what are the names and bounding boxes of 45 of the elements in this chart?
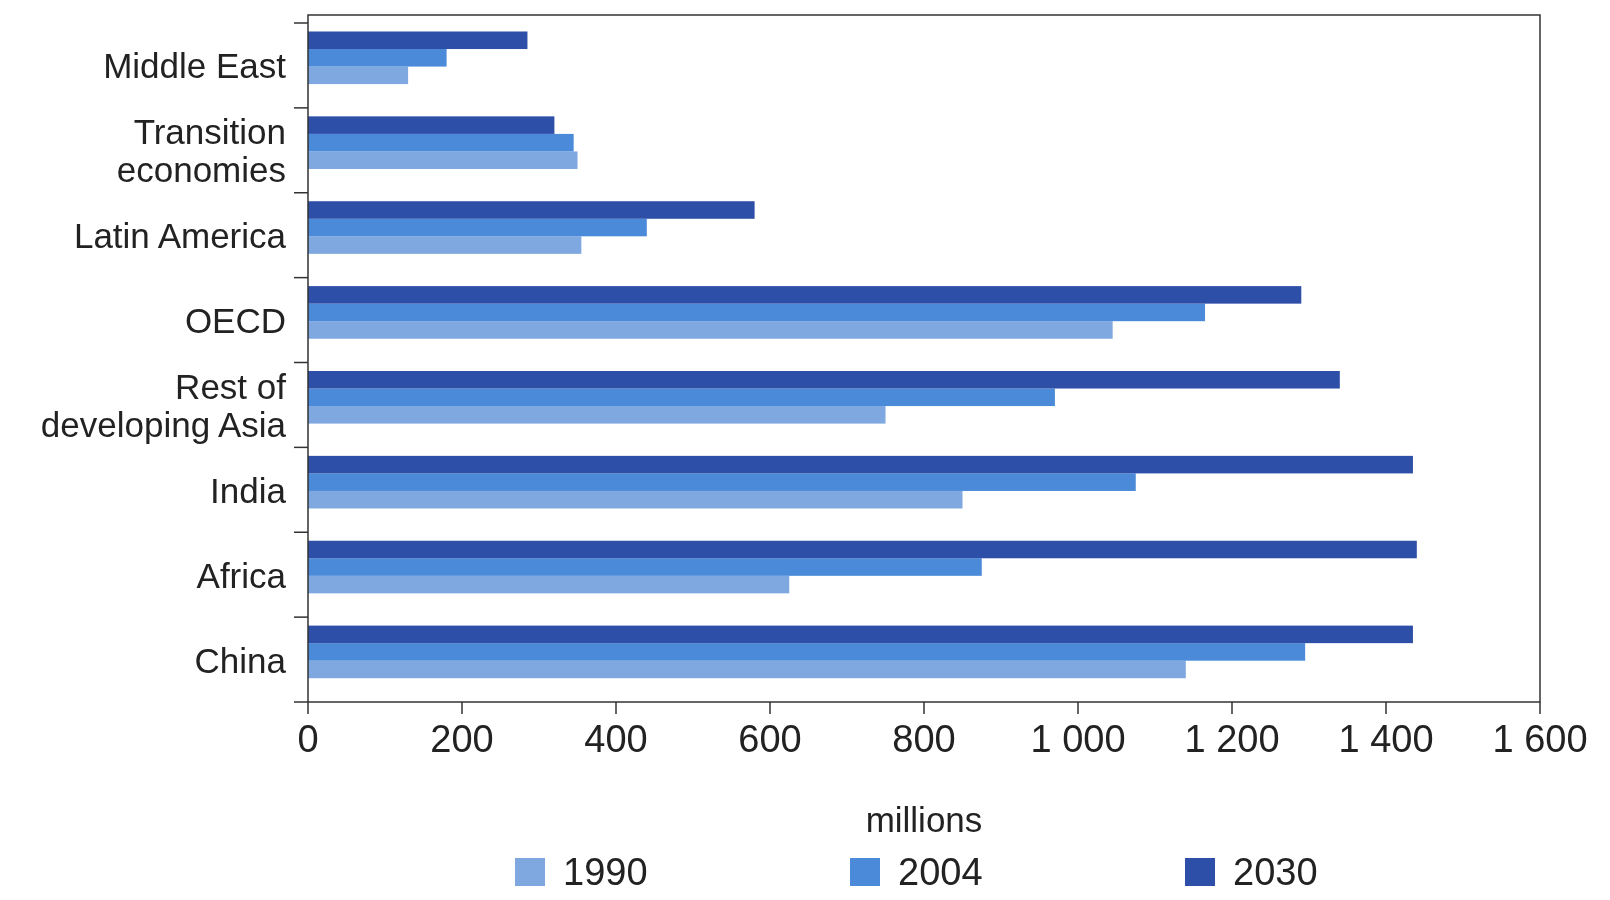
bar xyxy=(308,236,582,254)
y-tick-label: China xyxy=(194,640,287,680)
bar xyxy=(308,31,528,50)
bar xyxy=(308,660,1186,679)
x-tick-label: 600 xyxy=(738,718,802,760)
x-tick-label: 0 xyxy=(297,718,319,760)
bar xyxy=(308,151,578,169)
legend-label: 1990 xyxy=(563,851,648,893)
x-axis-title: millions xyxy=(865,800,983,839)
x-tick-label: 1 600 xyxy=(1492,718,1588,760)
x-tick-label: 800 xyxy=(892,718,956,760)
bar xyxy=(308,321,1113,339)
bar xyxy=(308,66,409,85)
bar xyxy=(308,406,886,424)
y-tick-label: Middle East xyxy=(103,45,287,85)
bar xyxy=(308,49,447,67)
legend-label: 2004 xyxy=(898,851,983,893)
bar xyxy=(308,218,647,237)
bar xyxy=(308,116,555,134)
y-tick-label: Rest of developing Asia xyxy=(40,366,287,444)
bar xyxy=(308,370,1340,389)
bar xyxy=(308,388,1055,407)
bar xyxy=(308,303,1206,322)
legend-label: 2030 xyxy=(1233,851,1318,893)
bar xyxy=(308,643,1306,661)
y-tick-label: Africa xyxy=(196,555,287,595)
x-tick-label: 200 xyxy=(430,718,494,760)
bar xyxy=(308,473,1136,491)
bar xyxy=(308,133,574,152)
y-tick-label: India xyxy=(210,470,287,510)
bar xyxy=(308,575,790,594)
y-tick-label: Transition economies xyxy=(116,111,286,189)
bar xyxy=(308,201,755,219)
y-tick-label: Latin America xyxy=(73,215,287,255)
x-tick-label: 1 000 xyxy=(1030,718,1126,760)
bar xyxy=(308,625,1413,644)
bar xyxy=(308,455,1413,474)
bar xyxy=(308,286,1302,304)
bar xyxy=(308,540,1417,559)
bar xyxy=(308,490,963,509)
x-tick-label: 1 200 xyxy=(1184,718,1280,760)
x-tick-label: 1 400 xyxy=(1338,718,1434,760)
bar xyxy=(308,558,982,576)
y-tick-label: OECD xyxy=(184,300,286,340)
x-tick-label: 400 xyxy=(584,718,648,760)
